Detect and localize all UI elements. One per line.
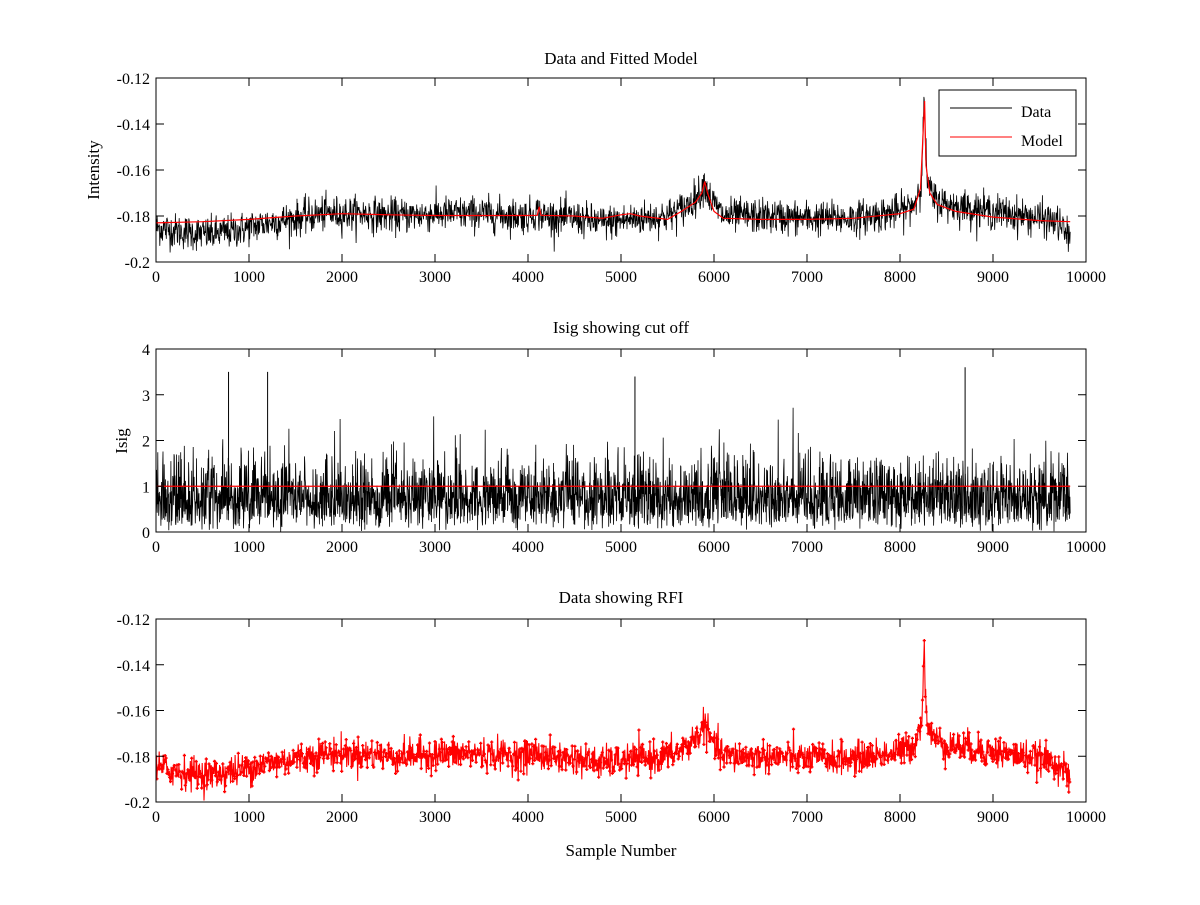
y-tick-label: 4 [142, 342, 150, 359]
y-tick-label: -0.16 [117, 163, 150, 180]
series-line-model [156, 100, 1071, 224]
series-line-rfi [156, 640, 1071, 801]
series-line-data [156, 96, 1071, 253]
y-tick-label: 3 [142, 388, 150, 405]
x-tick-label: 3000 [419, 809, 451, 826]
panel-data-and-fitted-model: Data and Fitted Model Intensity 0 1000 200… [84, 49, 1106, 286]
x-tick-label: 0 [152, 809, 160, 826]
y-axis-label: Isig [112, 428, 131, 454]
chart-title: Data showing RFI [559, 588, 684, 607]
y-tick-label: -0.12 [117, 71, 150, 88]
x-tick-label: 8000 [884, 269, 916, 286]
legend-label-data: Data [1021, 104, 1051, 121]
x-axis-label: Sample Number [566, 841, 677, 860]
x-tick-label: 4000 [512, 539, 544, 556]
x-tick-label: 1000 [233, 269, 265, 286]
y-tick-label: -0.18 [117, 749, 150, 766]
x-tick-label: 9000 [977, 539, 1009, 556]
panel-isig-showing-cut-off: Isig showing cut off Isig 0 1000 2000 3000 4… [112, 318, 1106, 556]
x-tick-label: 5000 [605, 269, 637, 286]
legend: Data Model [938, 89, 1077, 157]
x-tick-label: 8000 [884, 539, 916, 556]
y-tick-label: -0.14 [117, 117, 150, 134]
x-tick-label: 3000 [419, 539, 451, 556]
series-line-isig [156, 407, 1071, 532]
chart-title: Data and Fitted Model [544, 49, 698, 68]
x-tick-label: 10000 [1066, 539, 1106, 556]
plot-area [156, 639, 1072, 801]
plot-area [156, 96, 1071, 253]
x-tick-label: 6000 [698, 269, 730, 286]
axes-box [155, 618, 1087, 803]
x-tick-label: 3000 [419, 269, 451, 286]
x-tick-label: 7000 [791, 539, 823, 556]
y-tick-label: 2 [142, 434, 150, 451]
y-tick-label: -0.14 [117, 658, 150, 675]
x-tick-label: 4000 [512, 809, 544, 826]
y-tick-label: -0.18 [117, 209, 150, 226]
y-tick-label: -0.12 [117, 612, 150, 629]
x-tick-label: 6000 [698, 809, 730, 826]
series-markers-rfi [156, 639, 1072, 794]
x-tick-label: 1000 [233, 539, 265, 556]
x-tick-label: 2000 [326, 269, 358, 286]
x-tick-label: 4000 [512, 269, 544, 286]
x-tick-label: 0 [152, 539, 160, 556]
panel-data-showing-rfi: Data showing RFI Sample Number 0 1000 2000… [117, 588, 1106, 860]
x-tick-label: 6000 [698, 539, 730, 556]
x-tick-label: 9000 [977, 269, 1009, 286]
legend-box [938, 89, 1077, 157]
x-tick-label: 9000 [977, 809, 1009, 826]
x-tick-label: 1000 [233, 809, 265, 826]
x-tick-label: 2000 [326, 809, 358, 826]
y-tick-label: -0.2 [125, 795, 150, 812]
y-tick-label: 1 [142, 479, 150, 496]
x-tick-label: 2000 [326, 539, 358, 556]
y-tick-label: -0.2 [125, 255, 150, 272]
x-tick-label: 10000 [1066, 269, 1106, 286]
x-tick-label: 5000 [605, 539, 637, 556]
x-tick-label: 5000 [605, 809, 637, 826]
legend-label-model: Model [1021, 133, 1063, 150]
x-tick-label: 10000 [1066, 809, 1106, 826]
x-tick-label: 7000 [791, 809, 823, 826]
x-tick-label: 7000 [791, 269, 823, 286]
axes: 0 1000 2000 3000 4000 5000 6000 7000 8000 9000 100… [117, 71, 1106, 286]
y-tick-label: 0 [142, 525, 150, 542]
plot-area [156, 367, 1071, 532]
axes: 0 1000 2000 3000 4000 5000 6000 7000 8000 9000 100… [142, 342, 1106, 556]
x-tick-label: 0 [152, 269, 160, 286]
axes: 0 1000 2000 3000 4000 5000 6000 7000 8000 9000 100… [117, 612, 1106, 826]
chart-title: Isig showing cut off [553, 318, 689, 337]
y-axis-label: Intensity [84, 140, 103, 200]
x-tick-label: 8000 [884, 809, 916, 826]
y-tick-label: -0.16 [117, 704, 150, 721]
